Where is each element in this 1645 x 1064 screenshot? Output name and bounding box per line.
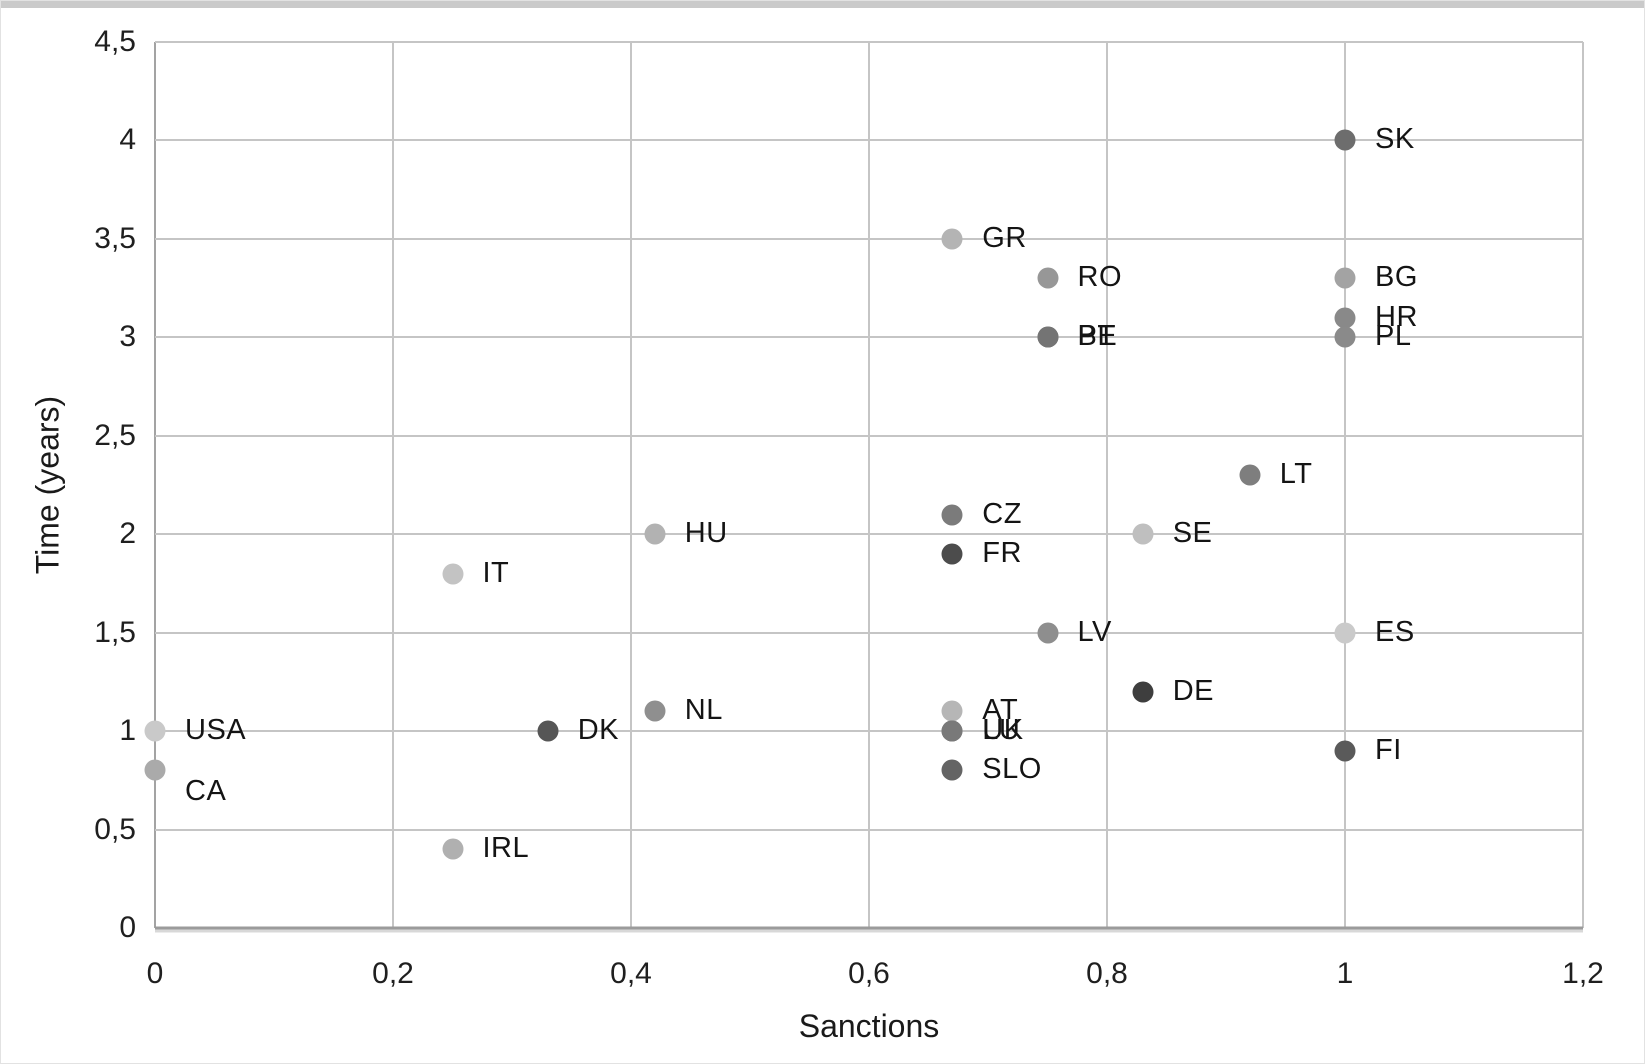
y-tick-label: 2,5 bbox=[94, 418, 136, 452]
data-point-LU bbox=[941, 720, 963, 742]
horizontal-gridline bbox=[155, 434, 1583, 437]
vertical-gridline bbox=[868, 42, 870, 928]
x-tick-label: 1,2 bbox=[1562, 957, 1604, 990]
point-label-FR: FR bbox=[982, 537, 1022, 570]
point-label-IT: IT bbox=[482, 556, 510, 589]
data-point-FR bbox=[941, 543, 963, 565]
data-point-GR bbox=[941, 228, 963, 250]
data-point-IT bbox=[442, 563, 463, 585]
data-point-DK bbox=[537, 720, 559, 742]
x-tick-label: 0 bbox=[146, 957, 164, 990]
vertical-gridline bbox=[1344, 42, 1346, 928]
point-label-SLO: SLO bbox=[982, 753, 1042, 786]
x-tick-label: 1 bbox=[1336, 957, 1354, 990]
point-label-FI: FI bbox=[1375, 733, 1402, 766]
x-tick-label: 0,2 bbox=[372, 957, 414, 990]
horizontal-gridline bbox=[155, 139, 1583, 142]
point-label-HR: HR bbox=[1375, 300, 1418, 333]
vertical-gridline bbox=[1582, 42, 1584, 928]
data-point-SE bbox=[1132, 523, 1154, 545]
data-point-HU bbox=[644, 523, 666, 545]
data-point-ES bbox=[1334, 622, 1356, 644]
y-tick-label: 3,5 bbox=[94, 221, 136, 255]
y-tick-label: 0 bbox=[119, 911, 136, 944]
point-label-DE: DE bbox=[1172, 674, 1214, 707]
point-label-IRL: IRL bbox=[482, 832, 530, 865]
point-label-HU: HU bbox=[684, 517, 728, 550]
data-point-SLO bbox=[941, 759, 963, 781]
data-point-BG bbox=[1334, 267, 1356, 289]
point-label-LV: LV bbox=[1077, 615, 1112, 648]
data-point-USA bbox=[144, 720, 166, 742]
data-point-CA bbox=[144, 759, 166, 781]
y-tick-label: 4 bbox=[119, 123, 136, 157]
vertical-gridline bbox=[630, 42, 632, 928]
horizontal-gridline bbox=[155, 41, 1583, 43]
data-point-PL bbox=[1334, 326, 1356, 348]
vertical-gridline bbox=[392, 42, 394, 928]
point-label-ES: ES bbox=[1375, 615, 1415, 648]
point-label-BG: BG bbox=[1375, 261, 1418, 294]
point-label-BE: BE bbox=[1077, 320, 1118, 353]
point-label-PL: PL bbox=[1375, 320, 1412, 353]
horizontal-gridline bbox=[155, 828, 1583, 831]
point-label-UK: UK bbox=[982, 714, 1024, 747]
horizontal-gridline bbox=[155, 631, 1583, 634]
data-point-NL bbox=[644, 700, 666, 722]
y-tick-label: 4,5 bbox=[94, 25, 136, 58]
point-label-GR: GR bbox=[982, 222, 1027, 255]
y-tick-label: 1 bbox=[119, 714, 136, 748]
data-point-FI bbox=[1334, 740, 1356, 762]
data-point-RO bbox=[1037, 267, 1058, 289]
point-label-NL: NL bbox=[684, 694, 723, 727]
data-point-CZ bbox=[941, 504, 963, 526]
horizontal-gridline bbox=[155, 336, 1583, 339]
plot-area: SK GR RO BG HR BE PT PL LT CZ HU SE FR IT LV ES DE NL AT US… bbox=[144, 41, 1584, 930]
x-axis-line bbox=[155, 926, 1583, 930]
data-point-DE bbox=[1132, 681, 1154, 703]
y-tick-label: 0,5 bbox=[94, 812, 136, 846]
horizontal-gridline bbox=[155, 237, 1583, 240]
x-tick-label: 0,6 bbox=[848, 957, 890, 990]
point-label-PT: PT bbox=[1077, 320, 1116, 353]
data-point-LV bbox=[1037, 622, 1058, 644]
x-axis-title: Sanctions bbox=[798, 1008, 940, 1044]
horizontal-gridline bbox=[155, 533, 1583, 536]
data-point-LT bbox=[1239, 464, 1261, 486]
y-tick-label: 2 bbox=[119, 517, 136, 551]
horizontal-gridline bbox=[155, 730, 1583, 733]
point-label-LT: LT bbox=[1279, 458, 1313, 491]
x-tick-label: 0,4 bbox=[610, 957, 652, 990]
point-label-SE: SE bbox=[1172, 517, 1213, 550]
y-axis-line bbox=[154, 42, 156, 928]
point-label-RO: RO bbox=[1077, 261, 1122, 294]
point-label-USA: USA bbox=[185, 714, 247, 747]
point-label-CZ: CZ bbox=[982, 497, 1022, 530]
y-tick-label: 3 bbox=[119, 320, 136, 354]
point-label-CA: CA bbox=[185, 775, 227, 808]
point-label-LU: LU bbox=[982, 714, 1021, 747]
point-label-SK: SK bbox=[1375, 123, 1415, 156]
figure-top-border bbox=[0, 0, 1645, 8]
point-label-AT: AT bbox=[982, 694, 1019, 727]
data-point-HR bbox=[1334, 307, 1356, 329]
x-tick-label: 0,8 bbox=[1086, 957, 1128, 990]
data-point-SK bbox=[1334, 129, 1356, 151]
point-label-DK: DK bbox=[577, 714, 619, 747]
y-tick-label: 1,5 bbox=[94, 615, 136, 649]
vertical-gridline bbox=[1106, 42, 1108, 928]
data-point-IRL bbox=[442, 838, 463, 860]
data-point-AT bbox=[941, 700, 963, 722]
data-point-PT bbox=[1037, 326, 1058, 348]
